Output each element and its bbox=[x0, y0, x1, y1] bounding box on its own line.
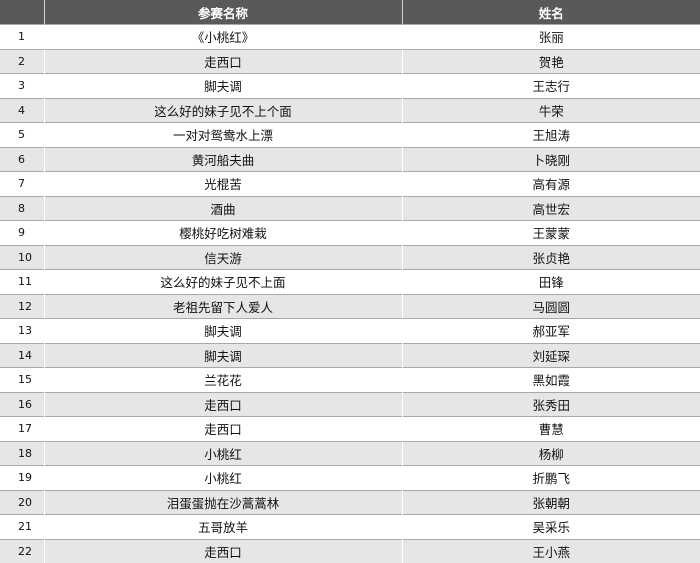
entry-name: 黄河船夫曲 bbox=[43, 146, 402, 172]
table-row: 3 脚夫调 王志行 bbox=[0, 73, 700, 98]
row-index: 9 bbox=[0, 220, 44, 245]
person-name: 牛荣 bbox=[401, 97, 700, 123]
table-row: 21 五哥放羊 吴采乐 bbox=[0, 514, 700, 539]
row-index: 15 bbox=[0, 367, 44, 392]
row-index: 8 bbox=[0, 195, 44, 221]
table-row: 18 小桃红 杨柳 bbox=[0, 440, 700, 466]
row-index: 4 bbox=[0, 97, 44, 123]
entry-name: 这么好的妹子见不上个面 bbox=[43, 97, 402, 123]
row-index: 11 bbox=[0, 269, 44, 294]
person-name: 张秀田 bbox=[401, 391, 700, 417]
person-name: 黑如霞 bbox=[401, 367, 700, 392]
table-row: 2 走西口 贺艳 bbox=[0, 48, 700, 74]
person-name: 高有源 bbox=[401, 171, 700, 196]
table-row: 11 这么好的妹子见不上面 田锋 bbox=[0, 269, 700, 294]
entry-name: 走西口 bbox=[43, 48, 402, 74]
person-name: 刘延琛 bbox=[401, 342, 700, 368]
row-index: 13 bbox=[0, 318, 44, 343]
row-index: 17 bbox=[0, 416, 44, 441]
table-row: 22 走西口 王小燕 bbox=[0, 538, 700, 563]
table-row: 4 这么好的妹子见不上个面 牛荣 bbox=[0, 97, 700, 123]
row-index: 19 bbox=[0, 465, 44, 490]
table-row: 10 信天游 张贞艳 bbox=[0, 244, 700, 270]
table-row: 17 走西口 曹慧 bbox=[0, 416, 700, 441]
table-row: 20 泪蛋蛋抛在沙蒿蒿林 张朝朝 bbox=[0, 489, 700, 515]
row-index: 1 bbox=[0, 24, 44, 49]
table-row: 13 脚夫调 郝亚军 bbox=[0, 318, 700, 343]
entry-name: 《小桃红》 bbox=[43, 24, 402, 49]
person-name: 贺艳 bbox=[401, 48, 700, 74]
table-body: 1 《小桃红》 张丽 2 走西口 贺艳 3 脚夫调 王志行 4 这么好的妹子见不上个面 牛荣 5 一对对鸳… bbox=[0, 24, 700, 563]
entry-name: 泪蛋蛋抛在沙蒿蒿林 bbox=[43, 489, 402, 515]
entry-name: 这么好的妹子见不上面 bbox=[43, 269, 402, 294]
row-index: 18 bbox=[0, 440, 44, 466]
entry-name: 酒曲 bbox=[43, 195, 402, 221]
header-entry-name: 参赛名称 bbox=[43, 0, 402, 25]
person-name: 郝亚军 bbox=[401, 318, 700, 343]
entry-name: 走西口 bbox=[43, 538, 402, 563]
table-row: 8 酒曲 高世宏 bbox=[0, 195, 700, 221]
person-name: 王小燕 bbox=[401, 538, 700, 563]
person-name: 卜晓刚 bbox=[401, 146, 700, 172]
table-row: 5 一对对鸳鸯水上漂 王旭涛 bbox=[0, 122, 700, 147]
table-row: 16 走西口 张秀田 bbox=[0, 391, 700, 417]
entry-name: 小桃红 bbox=[43, 465, 402, 490]
person-name: 王志行 bbox=[401, 73, 700, 98]
table-row: 6 黄河船夫曲 卜晓刚 bbox=[0, 146, 700, 172]
entry-name: 脚夫调 bbox=[43, 342, 402, 368]
table-row: 15 兰花花 黑如霞 bbox=[0, 367, 700, 392]
entry-name: 脚夫调 bbox=[43, 73, 402, 98]
person-name: 张丽 bbox=[401, 24, 700, 49]
person-name: 折鹏飞 bbox=[401, 465, 700, 490]
row-index: 22 bbox=[0, 538, 44, 563]
table-row: 12 老祖先留下人爱人 马圆圆 bbox=[0, 293, 700, 319]
table-row: 7 光棍苦 高有源 bbox=[0, 171, 700, 196]
row-index: 5 bbox=[0, 122, 44, 147]
table-row: 19 小桃红 折鹏飞 bbox=[0, 465, 700, 490]
person-name: 王蒙蒙 bbox=[401, 220, 700, 245]
person-name: 吴采乐 bbox=[401, 514, 700, 539]
entry-name: 走西口 bbox=[43, 416, 402, 441]
entry-name: 樱桃好吃树难栽 bbox=[43, 220, 402, 245]
row-index: 21 bbox=[0, 514, 44, 539]
entry-name: 脚夫调 bbox=[43, 318, 402, 343]
person-name: 杨柳 bbox=[401, 440, 700, 466]
entry-name: 五哥放羊 bbox=[43, 514, 402, 539]
person-name: 曹慧 bbox=[401, 416, 700, 441]
row-index: 14 bbox=[0, 342, 44, 368]
row-index: 16 bbox=[0, 391, 44, 417]
table-row: 14 脚夫调 刘延琛 bbox=[0, 342, 700, 368]
entry-name: 兰花花 bbox=[43, 367, 402, 392]
person-name: 张贞艳 bbox=[401, 244, 700, 270]
entry-name: 老祖先留下人爱人 bbox=[43, 293, 402, 319]
table-row: 9 樱桃好吃树难栽 王蒙蒙 bbox=[0, 220, 700, 245]
header-row: 参赛名称 姓名 bbox=[0, 0, 700, 25]
entry-name: 小桃红 bbox=[43, 440, 402, 466]
entry-name: 信天游 bbox=[43, 244, 402, 270]
person-name: 马圆圆 bbox=[401, 293, 700, 319]
person-name: 张朝朝 bbox=[401, 489, 700, 515]
entry-name: 光棍苦 bbox=[43, 171, 402, 196]
row-index: 3 bbox=[0, 73, 44, 98]
header-index bbox=[0, 0, 44, 25]
row-index: 20 bbox=[0, 489, 44, 515]
person-name: 王旭涛 bbox=[401, 122, 700, 147]
header-person-name: 姓名 bbox=[401, 0, 700, 25]
entry-name: 走西口 bbox=[43, 391, 402, 417]
person-name: 高世宏 bbox=[401, 195, 700, 221]
row-index: 10 bbox=[0, 244, 44, 270]
table-row: 1 《小桃红》 张丽 bbox=[0, 24, 700, 49]
row-index: 7 bbox=[0, 171, 44, 196]
row-index: 12 bbox=[0, 293, 44, 319]
person-name: 田锋 bbox=[401, 269, 700, 294]
row-index: 2 bbox=[0, 48, 44, 74]
row-index: 6 bbox=[0, 146, 44, 172]
entry-name: 一对对鸳鸯水上漂 bbox=[43, 122, 402, 147]
